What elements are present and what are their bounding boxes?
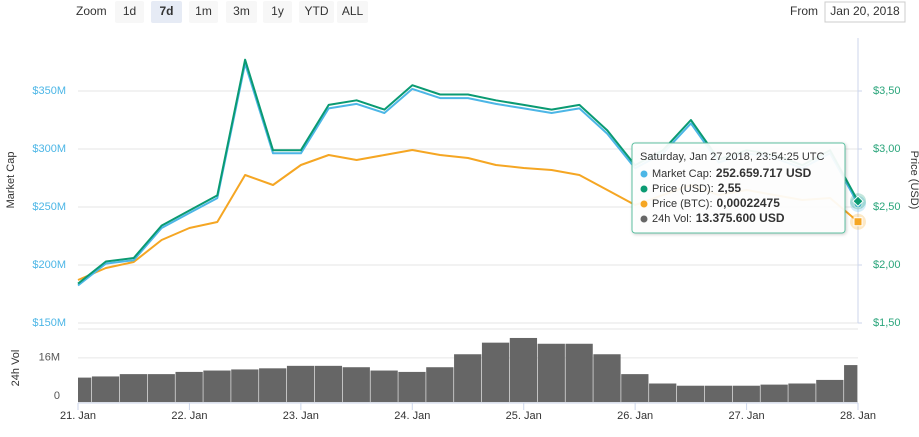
zoom-button[interactable] [189,1,218,23]
y-tick-label: $350M [32,85,66,97]
y2-tick-label: $1,50 [873,317,901,329]
tooltip-header: Saturday, Jan 27 2018, 23:54:25 UTC [640,151,825,163]
volume-bar [816,379,844,402]
volume-bar [203,370,231,402]
y-tick-label: $150M [32,317,66,329]
tooltip-label: 24h Vol: [652,213,692,225]
zoom-label: Zoom [76,4,107,18]
tooltip-label: Price (USD): [652,183,714,195]
zoom-button[interactable] [299,1,334,23]
volume-bar [565,343,593,402]
volume-bar [704,385,733,402]
volume-bar [91,376,120,402]
y2-tick-label: $2,50 [873,201,901,213]
volume-bar [537,343,565,402]
volume-bar [286,365,315,402]
volume-bar [426,367,454,402]
tooltip-box [631,142,846,234]
x-tick-label: 22. Jan [171,410,207,422]
volume-bar [732,385,760,402]
zoom-button-label[interactable]: YTD [305,4,329,18]
volume-bar [398,371,426,402]
volume-bar [593,354,621,402]
zoom-button-label[interactable]: ALL [342,4,364,18]
volume-bar [676,385,705,402]
marks-layer [77,58,866,402]
volume-tick-label: 0 [54,390,60,402]
volume-bar [454,354,482,402]
tooltip-label: Price (BTC): [652,198,713,210]
x-tick-label: 25. Jan [506,410,542,422]
volume-tick-label: 16M [39,352,60,364]
zoom-button-label[interactable]: 3m [233,4,250,18]
y-tick-label: $300M [32,143,66,155]
volume-bar [175,371,203,402]
tooltip-bullet [640,170,648,178]
zoom-button[interactable] [263,1,292,23]
y-tick-label: $250M [32,201,66,213]
x-tick-label: 23. Jan [283,410,319,422]
from-input-value[interactable]: Jan 20, 2018 [830,4,900,18]
volume-bar [621,374,649,402]
y2-tick-label: $3,00 [873,143,901,155]
x-tick-label: 28. Jan [840,410,876,422]
tooltip-bullet [640,185,648,193]
volume-bar [231,369,259,402]
volume-bar [342,367,370,402]
hover-marker [853,217,863,227]
volume-bar [481,342,510,402]
y-axis-title: Market Cap [5,152,17,209]
volume-bar [370,370,398,402]
tooltip-value: 252.659.717 USD [716,166,812,180]
zoom-button[interactable] [337,1,368,23]
y2-tick-label: $2,00 [873,259,901,271]
volume-bar [119,374,148,402]
x-tick-label: 21. Jan [60,410,96,422]
hover-marker [852,195,864,207]
volume-bar [259,368,287,402]
ui-layer: Zoom 1d 7d 1m 3m 1y YTD ALL From Jan 20, 2018 $150… [5,1,919,422]
zoom-button[interactable] [226,1,257,23]
volume-bar [760,384,788,402]
volume-bar [78,377,92,402]
x-tick-label: 24. Jan [394,410,430,422]
volume-axis-title: 24h Vol [10,350,22,387]
zoom-button-label[interactable]: 1d [123,4,136,18]
volume-bar [649,383,677,402]
volume-bar [509,337,538,402]
zoom-button-label[interactable]: 1y [271,4,284,18]
y2-axis-title: Price (USD) [908,151,919,210]
tooltip-label: Market Cap: [652,168,712,180]
zoom-button[interactable] [151,1,182,23]
volume-bar [314,365,343,402]
tooltip-value: 13.375.600 USD [696,211,785,225]
x-tick-label: 26. Jan [617,410,653,422]
from-input[interactable] [824,1,906,23]
x-tick-label: 27. Jan [729,410,765,422]
zoom-button-label[interactable]: 1m [195,4,212,18]
from-label: From [790,4,818,18]
y-tick-label: $200M [32,259,66,271]
volume-bar [844,365,858,402]
zoom-button-label[interactable]: 7d [159,4,173,18]
tooltip-bullet [640,200,648,208]
volume-bar [147,374,175,402]
tooltip-bullet [640,215,648,223]
zoom-button[interactable] [115,1,144,23]
volume-bar [788,383,816,402]
tooltip-value: 2,55 [718,181,742,195]
tooltip-value: 0,00022475 [717,196,781,210]
y2-tick-label: $3,50 [873,85,901,97]
